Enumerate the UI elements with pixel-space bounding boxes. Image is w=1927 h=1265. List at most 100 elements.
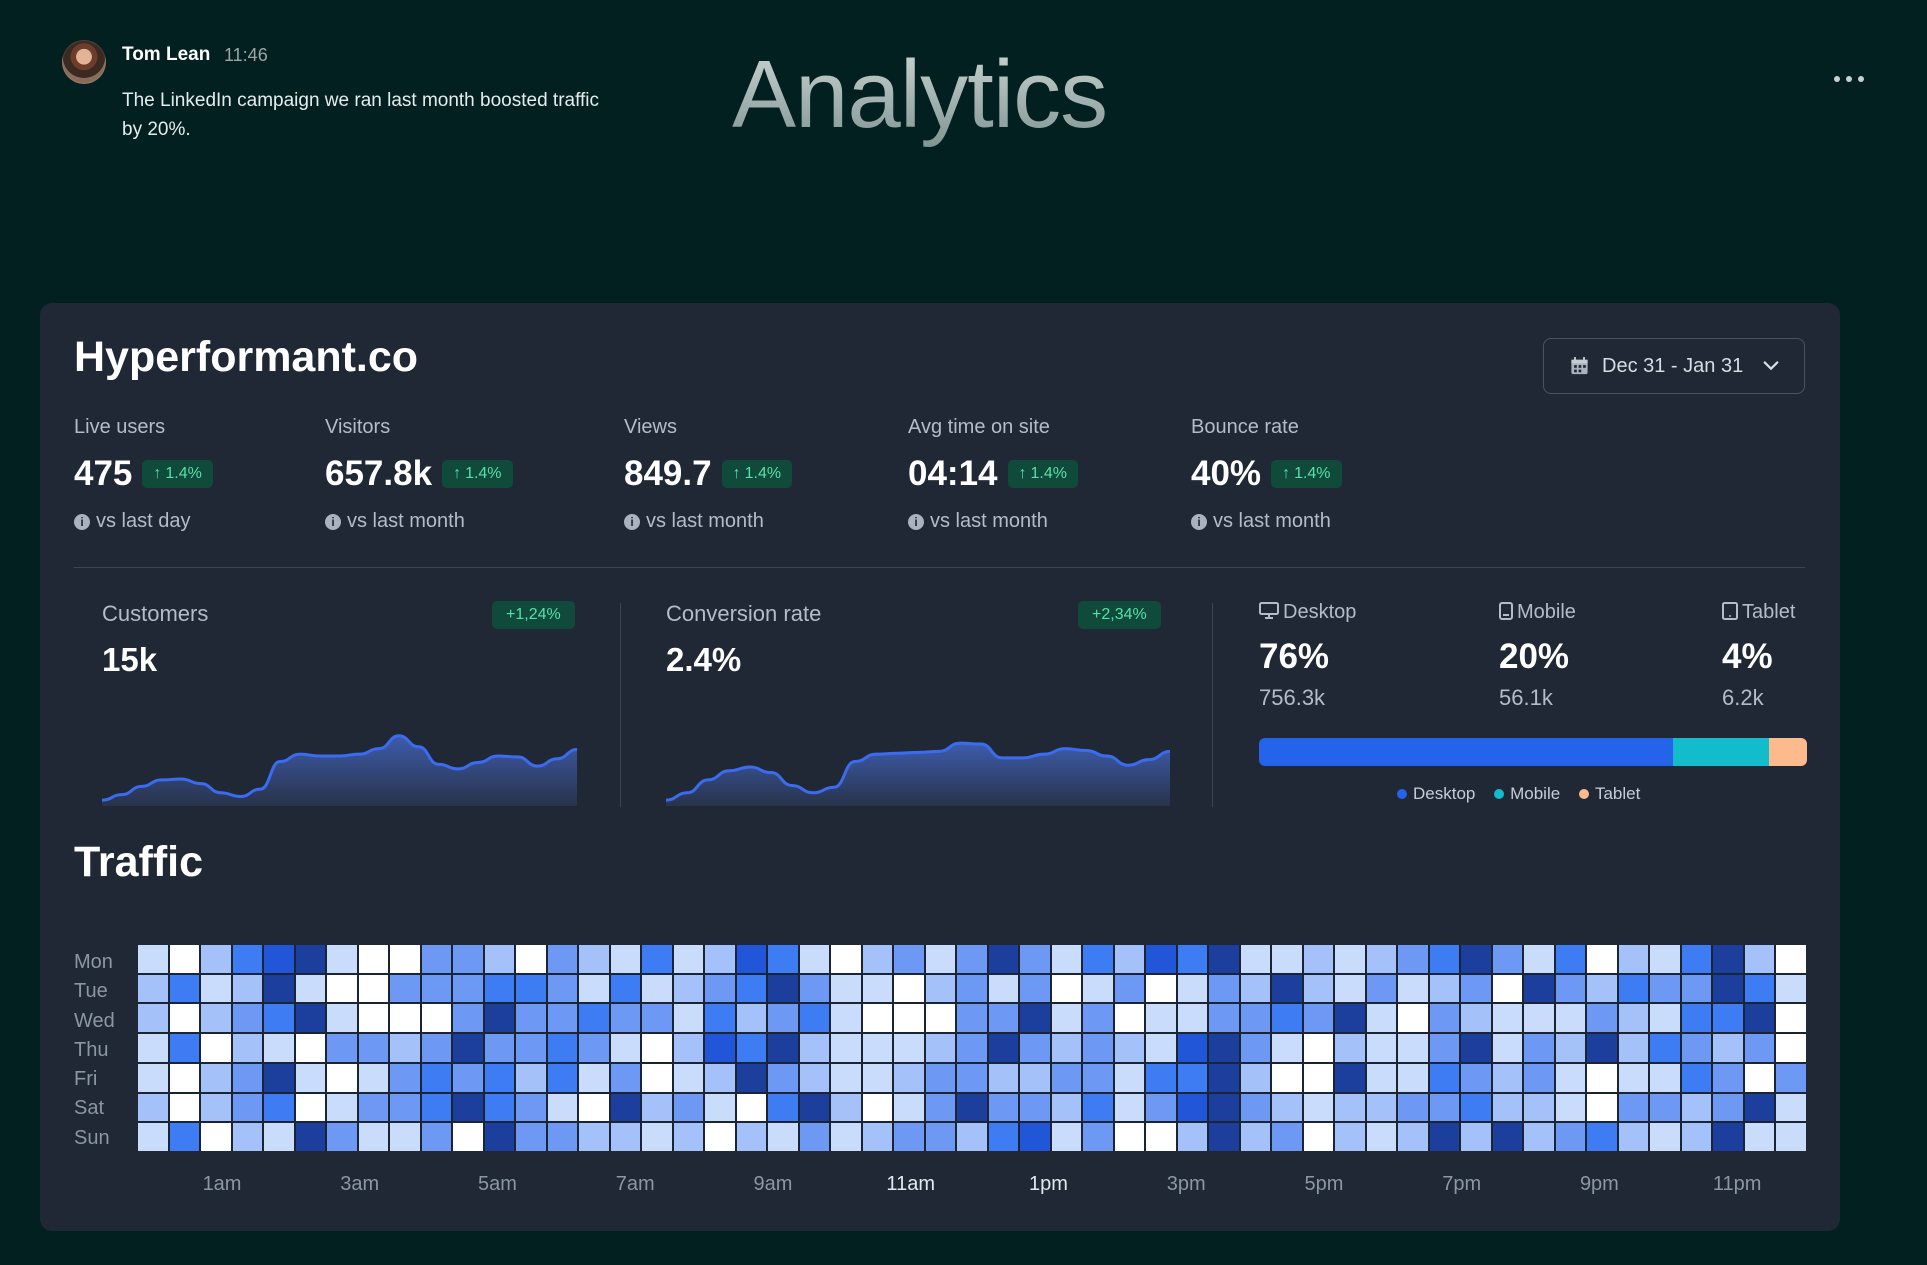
heatmap-cell[interactable] [1650,1034,1680,1062]
heatmap-cell[interactable] [1398,1123,1428,1151]
heatmap-cell[interactable] [579,1063,609,1092]
heatmap-cell[interactable] [295,1004,326,1033]
heatmap-cell[interactable] [232,945,263,973]
heatmap-cell[interactable] [232,1004,263,1033]
heatmap-cell[interactable] [1051,974,1082,1003]
heatmap-cell[interactable] [1240,1093,1271,1122]
heatmap-cell[interactable] [579,1123,609,1151]
avatar[interactable] [62,40,106,84]
heatmap-cell[interactable] [1209,1034,1239,1062]
heatmap-cell[interactable] [1335,1063,1365,1092]
heatmap-cell[interactable] [453,974,483,1003]
share-segment-desktop[interactable] [1259,738,1673,766]
heatmap-cell[interactable] [358,1093,389,1122]
heatmap-cell[interactable] [1618,1093,1649,1122]
heatmap-cell[interactable] [516,974,546,1003]
info-icon[interactable]: i [1191,514,1207,530]
heatmap-cell[interactable] [1020,1123,1050,1151]
heatmap-cell[interactable] [1461,1034,1491,1062]
heatmap-cell[interactable] [894,1034,924,1062]
heatmap-cell[interactable] [1240,945,1271,973]
heatmap-cell[interactable] [957,1004,987,1033]
heatmap-cell[interactable] [1398,1093,1428,1122]
heatmap-cell[interactable] [201,974,231,1003]
heatmap-cell[interactable] [1272,1093,1302,1122]
heatmap-cell[interactable] [1776,1123,1806,1151]
heatmap-cell[interactable] [673,1093,704,1122]
heatmap-cell[interactable] [988,1093,1019,1122]
heatmap-cell[interactable] [484,1063,515,1092]
heatmap-cell[interactable] [1209,1004,1239,1033]
info-icon[interactable]: i [908,514,924,530]
heatmap-cell[interactable] [1713,1063,1743,1092]
heatmap-cell[interactable] [1555,974,1586,1003]
heatmap-cell[interactable] [358,1123,389,1151]
heatmap-cell[interactable] [421,1093,452,1122]
heatmap-cell[interactable] [264,945,294,973]
heatmap-cell[interactable] [1492,945,1523,973]
heatmap-cell[interactable] [1240,974,1271,1003]
heatmap-cell[interactable] [1587,1093,1617,1122]
heatmap-cell[interactable] [831,1093,861,1122]
heatmap-cell[interactable] [1618,1034,1649,1062]
heatmap-cell[interactable] [1524,1063,1554,1092]
heatmap-cell[interactable] [232,1034,263,1062]
heatmap-cell[interactable] [1650,1004,1680,1033]
heatmap-cell[interactable] [1713,1004,1743,1033]
heatmap-cell[interactable] [1398,945,1428,973]
heatmap-cell[interactable] [1429,1034,1460,1062]
heatmap-cell[interactable] [1587,1123,1617,1151]
heatmap-cell[interactable] [1618,1123,1649,1151]
heatmap-cell[interactable] [1492,1004,1523,1033]
heatmap-cell[interactable] [1146,1063,1176,1092]
heatmap-cell[interactable] [925,1123,956,1151]
heatmap-cell[interactable] [138,945,168,973]
heatmap-cell[interactable] [1429,1063,1460,1092]
heatmap-cell[interactable] [390,945,420,973]
heatmap-cell[interactable] [1776,1034,1806,1062]
heatmap-cell[interactable] [1240,1063,1271,1092]
heatmap-cell[interactable] [1744,1034,1775,1062]
heatmap-cell[interactable] [705,1063,735,1092]
comment-author[interactable]: Tom Lean [122,44,211,65]
heatmap-cell[interactable] [610,1004,641,1033]
heatmap-cell[interactable] [705,974,735,1003]
legend-item-mobile[interactable]: Mobile [1494,784,1560,804]
heatmap-cell[interactable] [673,974,704,1003]
share-segment-tablet[interactable] [1768,738,1807,766]
heatmap-cell[interactable] [988,1123,1019,1151]
customers-area-chart[interactable] [102,706,577,806]
heatmap-cell[interactable] [1177,1093,1208,1122]
heatmap-cell[interactable] [1398,1063,1428,1092]
heatmap-cell[interactable] [1524,945,1554,973]
heatmap-cell[interactable] [547,1063,578,1092]
heatmap-cell[interactable] [957,1123,987,1151]
heatmap-cell[interactable] [1209,945,1239,973]
heatmap-cell[interactable] [1555,1093,1586,1122]
heatmap-cell[interactable] [516,1034,546,1062]
heatmap-cell[interactable] [453,1004,483,1033]
heatmap-cell[interactable] [1555,1034,1586,1062]
heatmap-cell[interactable] [201,1093,231,1122]
heatmap-cell[interactable] [673,1004,704,1033]
heatmap-cell[interactable] [1083,1123,1113,1151]
heatmap-cell[interactable] [1335,1004,1365,1033]
heatmap-cell[interactable] [390,1063,420,1092]
heatmap-cell[interactable] [831,1063,861,1092]
heatmap-cell[interactable] [390,1034,420,1062]
heatmap-cell[interactable] [138,1093,168,1122]
heatmap-cell[interactable] [673,1063,704,1092]
date-range-button[interactable]: Dec 31 - Jan 31 [1543,338,1805,394]
heatmap-cell[interactable] [642,1004,672,1033]
heatmap-cell[interactable] [1524,1093,1554,1122]
heatmap-cell[interactable] [453,945,483,973]
heatmap-cell[interactable] [327,1004,357,1033]
heatmap-cell[interactable] [547,1004,578,1033]
heatmap-cell[interactable] [957,1093,987,1122]
device-share-bar[interactable] [1259,738,1807,766]
heatmap-cell[interactable] [988,1004,1019,1033]
heatmap-cell[interactable] [1272,1123,1302,1151]
heatmap-cell[interactable] [642,1123,672,1151]
heatmap-cell[interactable] [1398,1004,1428,1033]
heatmap-cell[interactable] [799,1093,830,1122]
